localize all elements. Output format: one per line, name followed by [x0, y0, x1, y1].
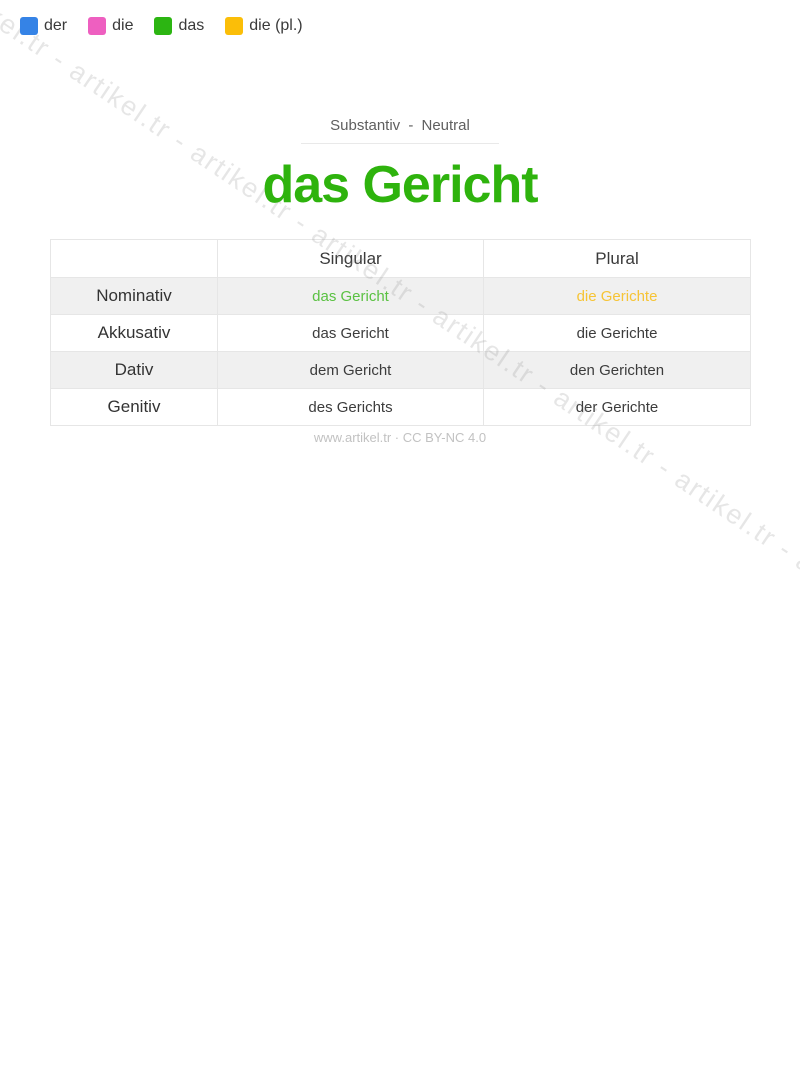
- die-color-swatch: [88, 17, 107, 35]
- legend-label-die-plural: die (pl.): [249, 17, 303, 34]
- table-row-akkusativ: Akkusativ das Gericht die Gerichte: [50, 314, 751, 352]
- subtitle-divider: [301, 143, 499, 144]
- table-header-row: Singular Plural: [50, 239, 751, 278]
- dativ-singular-cell: dem Gericht: [217, 351, 484, 389]
- legend-item-der: der: [20, 17, 67, 35]
- case-label-akkusativ: Akkusativ: [50, 314, 218, 352]
- legend-item-die: die: [88, 17, 133, 35]
- case-label-dativ: Dativ: [50, 351, 218, 389]
- legend-label-das: das: [178, 17, 205, 34]
- akkusativ-plural-cell: die Gerichte: [483, 314, 751, 352]
- nominativ-plural-cell: die Gerichte: [483, 277, 751, 315]
- plural-column-header: Plural: [483, 239, 751, 278]
- singular-column-header: Singular: [217, 239, 484, 278]
- akkusativ-singular-cell: das Gericht: [217, 314, 484, 352]
- dativ-plural-cell: den Gerichten: [483, 351, 751, 389]
- table-row-genitiv: Genitiv des Gerichts der Gerichte: [50, 388, 751, 426]
- corner-header-cell: [50, 239, 218, 278]
- genitiv-singular-cell: des Gerichts: [217, 388, 484, 426]
- genitiv-plural-cell: der Gerichte: [483, 388, 751, 426]
- table-row-dativ: Dativ dem Gericht den Gerichten: [50, 351, 751, 389]
- legend-item-die-plural: die (pl.): [225, 17, 303, 35]
- declension-table: Singular Plural Nominativ das Gericht di…: [50, 239, 751, 426]
- nominativ-singular-cell: das Gericht: [217, 277, 484, 315]
- word-type-subtitle: Substantiv - Neutral: [330, 117, 470, 134]
- table-row-nominativ: Nominativ das Gericht die Gerichte: [50, 277, 751, 315]
- legend-label-die: die: [112, 17, 134, 34]
- case-label-nominativ: Nominativ: [50, 277, 218, 315]
- site-credit-footer: www.artikel.tr · CC BY-NC 4.0: [313, 430, 487, 445]
- die-plural-color-swatch: [225, 17, 244, 35]
- page-title: das Gericht: [262, 156, 538, 214]
- case-label-genitiv: Genitiv: [50, 388, 218, 426]
- das-color-swatch: [154, 17, 173, 35]
- der-color-swatch: [20, 17, 38, 35]
- legend-label-der: der: [44, 17, 68, 34]
- legend-item-das: das: [154, 17, 204, 35]
- article-legend: der die das die (pl.): [20, 17, 303, 35]
